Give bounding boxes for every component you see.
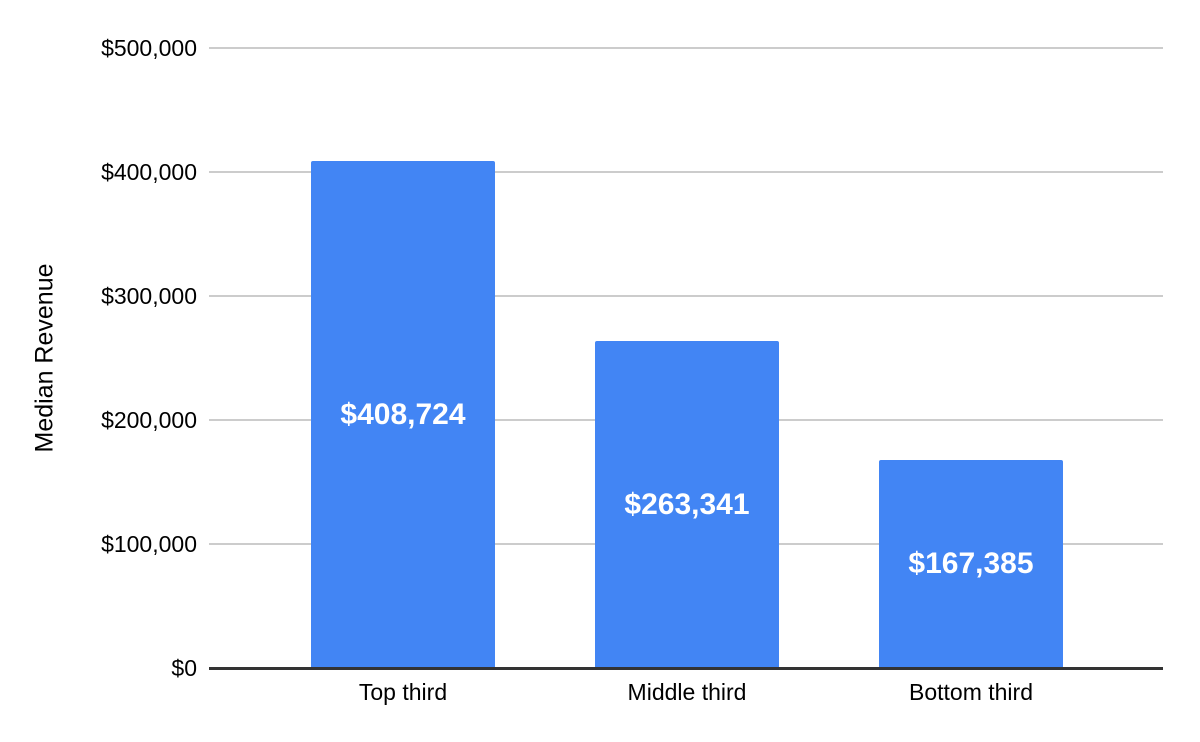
bar-value-label: $263,341	[624, 487, 750, 521]
gridline	[209, 295, 1163, 297]
x-tick-label: Top third	[358, 679, 448, 705]
y-tick-label: $300,000	[101, 283, 197, 309]
bar-bottom-third[interactable]: $167,385	[879, 460, 1063, 668]
y-tick-label: $200,000	[101, 407, 197, 433]
bar-top-third[interactable]: $408,724	[311, 161, 495, 668]
y-tick-label: $500,000	[101, 35, 197, 61]
x-axis-baseline	[209, 667, 1163, 670]
x-tick-label: Middle third	[627, 679, 747, 705]
x-tick-label: Bottom third	[909, 679, 1033, 705]
y-tick-label: $400,000	[101, 159, 197, 185]
bar-value-label: $167,385	[908, 547, 1034, 581]
gridline	[209, 171, 1163, 173]
bar-middle-third[interactable]: $263,341	[595, 341, 779, 668]
gridline	[209, 47, 1163, 49]
y-tick-label: $0	[171, 655, 197, 681]
bar-value-label: $408,724	[340, 397, 466, 431]
y-tick-label: $100,000	[101, 531, 197, 557]
